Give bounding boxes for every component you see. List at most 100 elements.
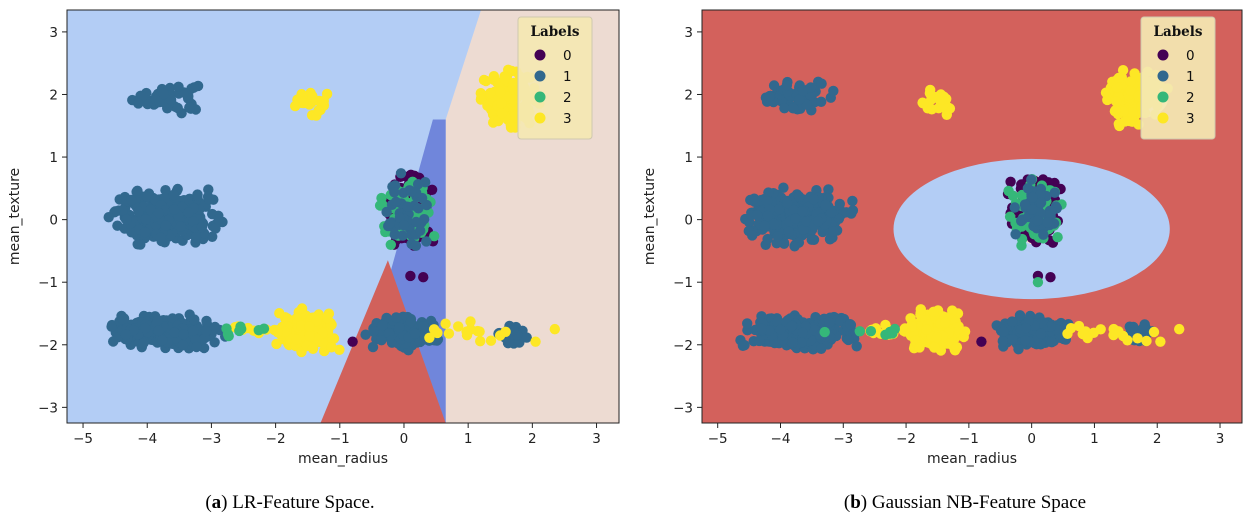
point-label-1	[502, 338, 514, 349]
point-label-1	[141, 191, 153, 203]
point-label-3	[485, 87, 496, 99]
point-label-1	[117, 314, 129, 325]
point-label-1	[209, 337, 220, 348]
point-label-1	[1009, 202, 1020, 213]
point-label-1	[177, 340, 189, 351]
point-label-3	[475, 336, 486, 347]
point-label-1	[844, 319, 856, 330]
legend-box	[1140, 16, 1216, 140]
point-label-3	[313, 105, 324, 116]
legend-marker-3	[1157, 112, 1169, 124]
point-label-2	[887, 328, 898, 339]
x-tick-label: 1	[464, 431, 473, 447]
point-label-3	[1111, 82, 1123, 93]
point-label-1	[749, 196, 760, 207]
point-label-1	[816, 96, 827, 108]
panel-a: −5 −4 −3 −2 −1 0 1 2 3 −3 −2 −1 0 1 2 3 mean_radius mean_…	[7, 9, 620, 467]
point-label-1	[410, 240, 422, 251]
y-tick-label: −3	[38, 400, 58, 416]
point-label-1	[769, 218, 780, 230]
point-label-1	[823, 184, 834, 195]
point-label-1	[140, 214, 151, 225]
x-tick-label: −3	[833, 431, 853, 447]
legend: Labels 0 1 2 3	[517, 16, 593, 140]
caption-a: (a) LR-Feature Space.	[205, 492, 374, 513]
point-label-1	[1035, 189, 1046, 200]
legend-title: Labels	[1154, 24, 1203, 40]
point-label-3	[1108, 329, 1119, 341]
point-label-1	[103, 212, 114, 223]
point-label-1	[155, 232, 166, 243]
point-label-1	[793, 191, 805, 202]
point-label-3	[914, 342, 925, 353]
point-label-1	[1038, 229, 1049, 240]
point-label-1	[409, 328, 421, 339]
point-label-1	[779, 103, 790, 114]
point-label-1	[160, 220, 171, 231]
point-label-3	[307, 343, 319, 354]
point-label-1	[790, 213, 801, 224]
point-label-1	[1042, 217, 1053, 228]
point-label-1	[172, 102, 183, 114]
point-label-1	[410, 216, 422, 228]
point-label-1	[210, 223, 221, 234]
point-label-1	[789, 241, 800, 252]
point-label-1	[1010, 229, 1021, 240]
point-label-3	[500, 326, 511, 337]
point-label-1	[169, 327, 180, 338]
point-label-2	[385, 239, 396, 250]
point-label-1	[203, 194, 215, 205]
point-label-3	[472, 325, 483, 337]
legend-label-0: 0	[1186, 48, 1195, 64]
point-label-1	[133, 206, 144, 217]
point-label-1	[761, 196, 773, 207]
point-label-3	[465, 316, 476, 327]
point-label-1	[997, 335, 1008, 347]
point-label-3	[926, 104, 937, 115]
y-tick-label: −1	[38, 275, 58, 291]
point-label-3	[1110, 105, 1121, 116]
point-label-3	[322, 312, 333, 324]
x-tick-label: −1	[959, 431, 979, 447]
point-label-1	[797, 206, 808, 217]
point-label-1	[121, 214, 132, 225]
point-label-1	[1020, 322, 1032, 334]
legend-marker-0	[1157, 49, 1169, 61]
point-label-1	[764, 91, 775, 102]
point-label-1	[824, 317, 835, 328]
point-label-1	[397, 230, 408, 241]
point-label-1	[390, 196, 402, 208]
point-label-1	[165, 94, 177, 106]
point-label-1	[1007, 334, 1018, 345]
point-label-1	[192, 190, 203, 201]
point-label-2	[234, 325, 245, 337]
y-tick-label: 1	[49, 150, 58, 166]
point-label-3	[1113, 72, 1124, 84]
point-label-1	[826, 207, 837, 218]
point-label-1	[1026, 174, 1037, 185]
point-label-1	[154, 96, 165, 108]
point-label-1	[782, 197, 793, 209]
point-label-1	[843, 334, 854, 346]
point-label-1	[1035, 328, 1047, 339]
point-label-1	[820, 199, 831, 211]
point-label-1	[175, 221, 186, 232]
point-label-1	[138, 338, 149, 349]
point-label-1	[200, 325, 212, 337]
point-label-3	[488, 71, 500, 82]
point-label-1	[207, 231, 218, 242]
point-label-1	[775, 324, 786, 335]
point-label-0	[976, 336, 987, 347]
point-label-1	[140, 322, 151, 334]
point-label-3	[1095, 324, 1106, 335]
y-tick-label: 0	[49, 213, 58, 229]
point-label-1	[783, 226, 794, 238]
point-label-1	[813, 216, 824, 227]
point-label-1	[846, 208, 857, 219]
legend-marker-3	[534, 112, 546, 124]
x-tick-label: −1	[330, 431, 350, 447]
point-label-1	[377, 320, 388, 331]
x-axis-label: mean_radius	[298, 451, 388, 467]
point-label-1	[367, 341, 379, 353]
point-label-1	[1006, 316, 1018, 327]
